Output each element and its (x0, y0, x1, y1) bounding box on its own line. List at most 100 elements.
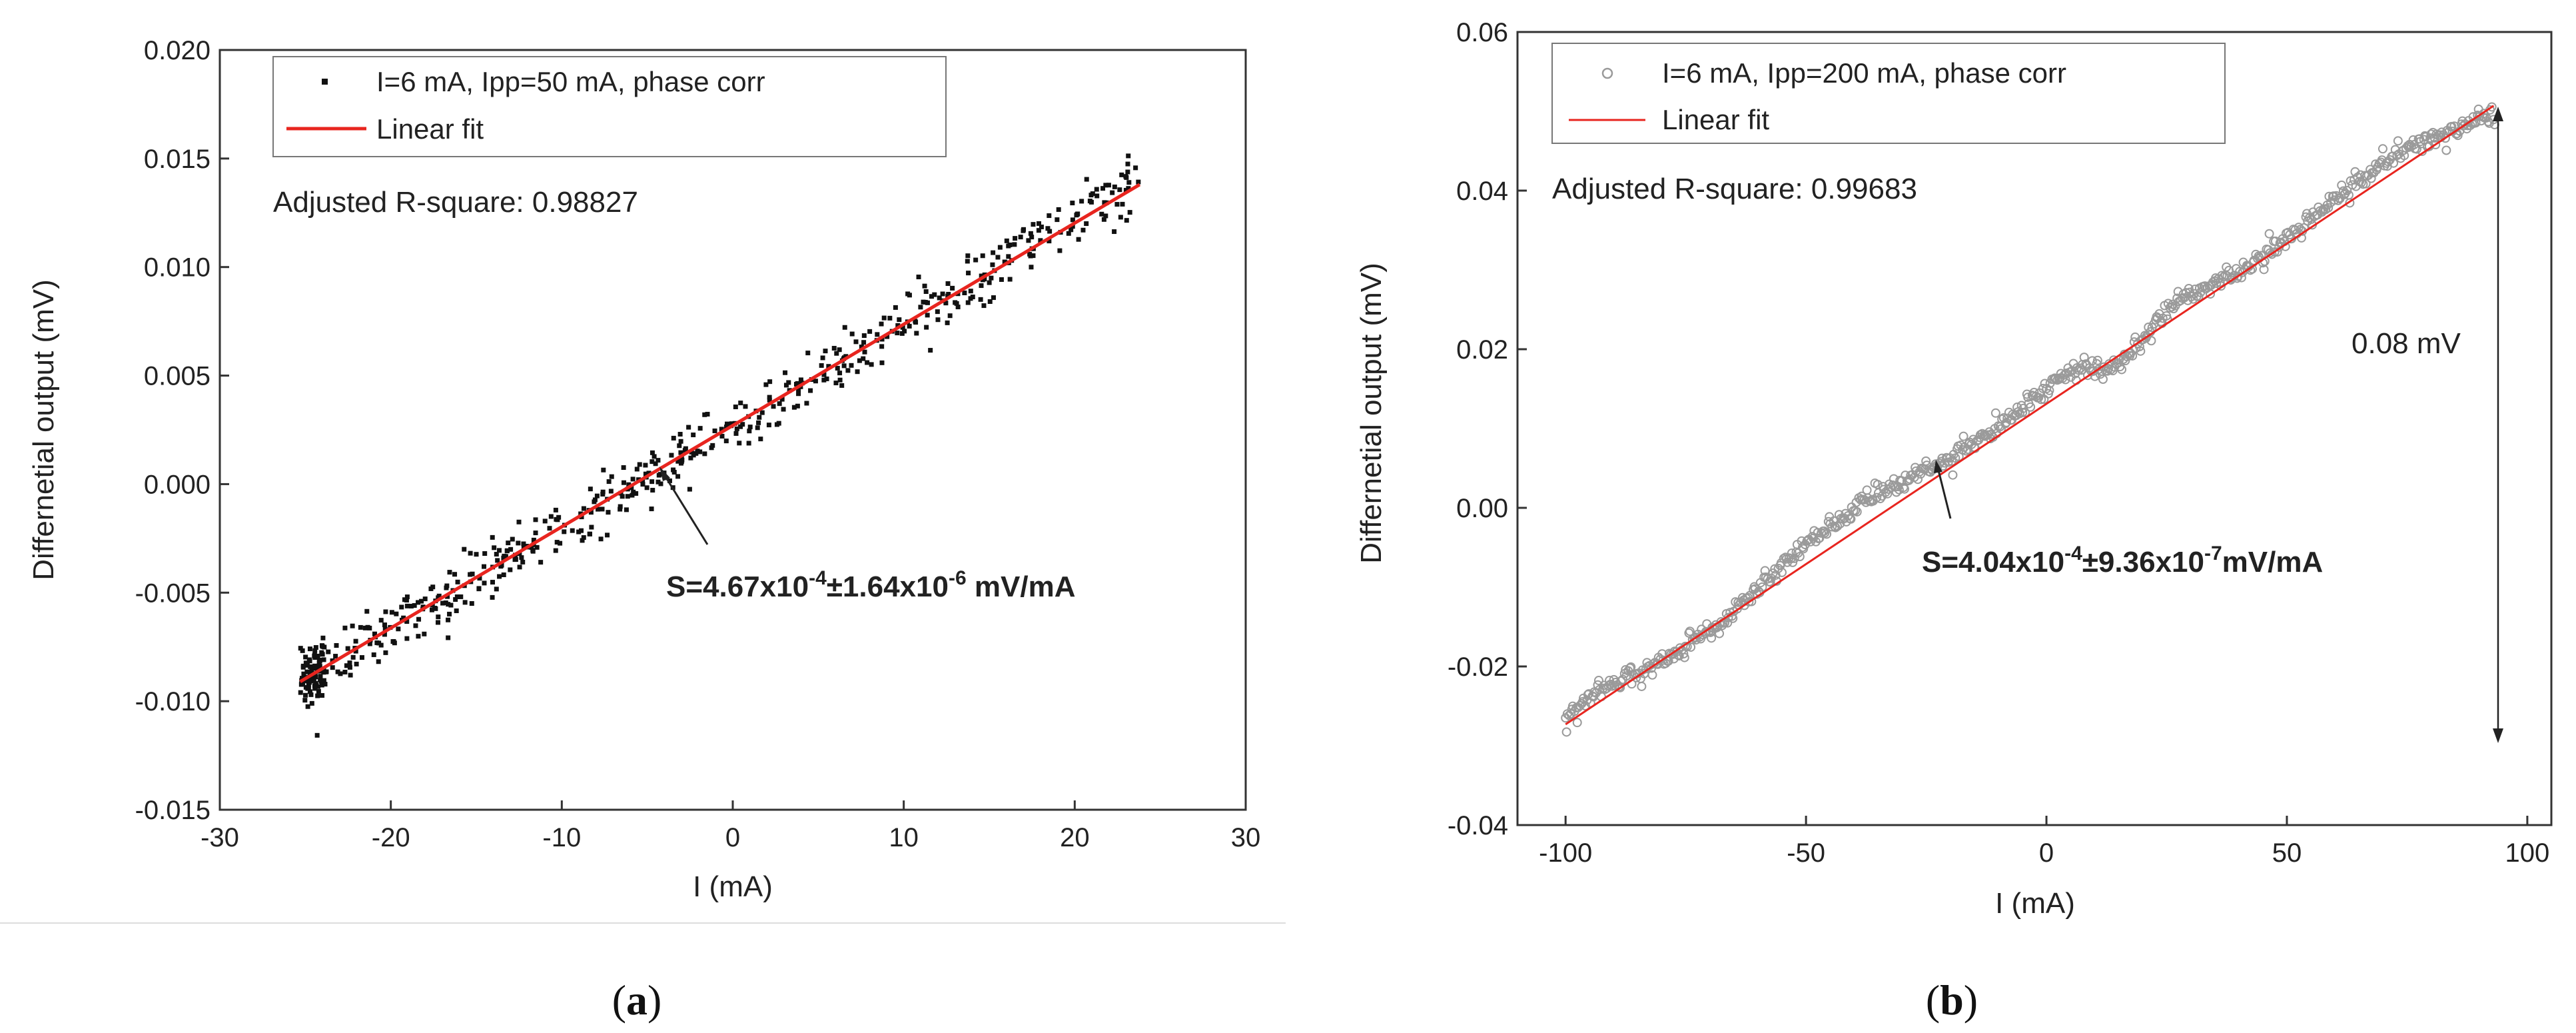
data-point (347, 664, 352, 670)
data-point (734, 426, 739, 431)
data-point (588, 531, 593, 536)
data-point (482, 564, 487, 569)
data-point (322, 682, 328, 687)
y-tick-label: -0.005 (135, 578, 211, 608)
data-point (362, 625, 368, 630)
data-point (902, 329, 907, 334)
panel-b-fit-line (1565, 105, 2495, 726)
data-point (950, 285, 955, 291)
data-point (631, 489, 636, 495)
data-point (404, 619, 410, 624)
data-point (378, 642, 384, 648)
data-point (767, 379, 773, 385)
data-point (2117, 365, 2127, 375)
data-point (697, 426, 703, 431)
data-point (2146, 336, 2156, 346)
data-point (946, 291, 951, 297)
data-point (922, 283, 927, 289)
data-point (436, 614, 441, 620)
data-point (935, 317, 941, 323)
data-point (980, 277, 985, 283)
data-point (702, 412, 707, 417)
data-point (530, 548, 536, 553)
data-point (1723, 618, 1733, 628)
data-point (987, 280, 992, 285)
data-point (494, 552, 499, 557)
data-point (1707, 633, 1717, 643)
data-point (533, 517, 538, 522)
data-point (490, 580, 495, 585)
data-point (865, 360, 870, 365)
data-point (2345, 198, 2355, 208)
data-point (1894, 485, 1904, 495)
data-point (594, 493, 600, 499)
data-point (396, 626, 401, 632)
data-point (907, 323, 912, 329)
data-point (997, 245, 1003, 250)
data-point (2389, 158, 2399, 168)
data-point (302, 698, 308, 703)
data-point (581, 535, 586, 540)
data-point (2039, 395, 2049, 405)
data-point (312, 685, 318, 690)
data-point (1029, 235, 1035, 240)
data-point (1102, 200, 1107, 205)
data-point (914, 331, 919, 336)
data-point (342, 669, 348, 674)
data-point (837, 347, 842, 353)
data-point (2217, 271, 2227, 281)
data-point (783, 383, 789, 388)
data-point (322, 644, 327, 650)
data-point (1021, 228, 1026, 233)
data-point (312, 655, 318, 660)
data-point (879, 321, 884, 327)
panel-a-data-points (298, 153, 1141, 738)
data-point (758, 437, 763, 442)
data-point (879, 360, 885, 365)
data-point (678, 450, 683, 455)
panel-b-plot-frame (1516, 31, 2553, 826)
x-tick-label: 50 (2272, 838, 2302, 868)
data-point (2186, 292, 2196, 302)
data-point (404, 594, 410, 600)
data-point (2026, 402, 2036, 412)
panel-b-y-axis-label: Differnetial output (mV) (1355, 263, 1388, 564)
data-point (428, 586, 434, 591)
data-point (2034, 393, 2044, 403)
data-point (895, 323, 901, 328)
data-point (932, 292, 937, 297)
data-point (626, 482, 632, 487)
data-point (592, 497, 598, 503)
data-point (589, 524, 594, 530)
data-point (620, 494, 625, 499)
data-point (318, 674, 323, 679)
data-point (629, 485, 634, 491)
data-point (796, 387, 801, 392)
data-point (416, 600, 421, 605)
data-point (1647, 670, 1657, 680)
data-point (547, 526, 552, 531)
data-point (643, 463, 648, 468)
data-point (517, 564, 522, 570)
data-point (2342, 186, 2352, 196)
data-point (364, 608, 370, 614)
data-point (999, 277, 1004, 282)
data-point (531, 537, 536, 542)
x-tick-label: -100 (1539, 838, 1592, 868)
data-point (885, 334, 890, 339)
data-point (521, 541, 526, 546)
data-point (879, 344, 885, 349)
data-point (821, 377, 827, 383)
data-point (2050, 374, 2060, 384)
y-tick-label: 0.010 (144, 253, 211, 283)
data-point (923, 289, 929, 295)
data-point (326, 649, 331, 654)
data-point (1056, 207, 1061, 212)
data-point (316, 663, 322, 668)
data-point (303, 660, 308, 666)
data-point (580, 538, 585, 543)
data-point (2411, 144, 2421, 154)
data-point (1074, 213, 1079, 218)
data-point (965, 253, 971, 259)
data-point (307, 646, 312, 652)
